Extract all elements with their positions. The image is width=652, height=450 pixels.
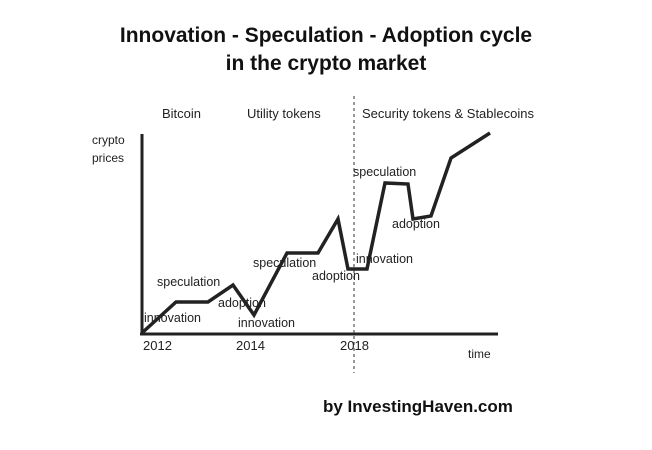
phase-innovation-3: innovation (356, 252, 413, 266)
phase-adoption-3: adoption (392, 217, 440, 231)
y-axis-label-line-1: crypto (92, 133, 125, 147)
phase-speculation-3: speculation (353, 165, 416, 179)
price-curve (141, 131, 491, 334)
y-axis-label-line-2: prices (92, 151, 124, 165)
era-utility-tokens: Utility tokens (247, 106, 321, 121)
phase-adoption-2: adoption (312, 269, 360, 283)
year-2014: 2014 (236, 338, 265, 353)
era-bitcoin: Bitcoin (162, 106, 201, 121)
x-axis-label: time (468, 347, 491, 361)
phase-speculation-2: speculation (253, 256, 316, 270)
era-security-tokens: Security tokens & Stablecoins (362, 106, 534, 121)
year-2012: 2012 (143, 338, 172, 353)
phase-innovation-2: innovation (238, 316, 295, 330)
title-line-1: Innovation - Speculation - Adoption cycl… (119, 24, 533, 47)
title-line-2: in the crypto market (225, 52, 427, 75)
credit: by InvestingHaven.com (323, 397, 513, 416)
phase-speculation-1: speculation (157, 275, 220, 289)
phase-adoption-1: adoption (218, 296, 266, 310)
phase-innovation-1: innovation (144, 311, 201, 325)
year-2018: 2018 (340, 338, 369, 353)
